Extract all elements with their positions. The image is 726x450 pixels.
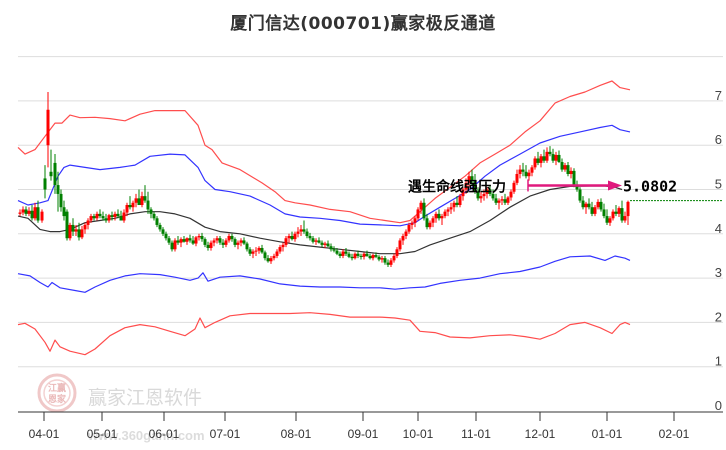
axes: 0 1 2 3 4 5 6 7 04-01 05-01 06-01 07-01 08-01 09-01 10… [18,88,723,441]
y-tick-label: 2 [715,309,722,324]
svg-text:江赢: 江赢 [48,382,66,394]
y-tick-label: 0 [715,398,722,413]
x-tick-label: 08-01 [281,427,312,441]
x-tick-label: 04-01 [29,427,60,441]
x-tick-label: 12-01 [525,427,556,441]
candlesticks [18,92,630,268]
grid-lines [18,56,723,368]
arrow-head-icon [608,180,622,191]
annotation-value: 5.0802 [623,177,677,195]
upper-inner-band-line [17,124,631,227]
annotation-layer: 遇生命线强压力 5.0802 [408,177,723,202]
x-tick-label: 11-01 [461,427,491,441]
y-tick-label: 5 [715,177,722,192]
y-tick-label: 1 [715,354,722,369]
x-tick-label: 07-01 [210,427,241,441]
x-tick-label: 02-01 [659,427,690,441]
watermark-text: 赢家江恩软件 [88,387,202,409]
x-tick-label: 05-01 [87,427,118,441]
x-tick-label: 06-01 [149,427,180,441]
lower-outer-band-line [17,312,631,356]
seal-icon [37,373,77,413]
x-tick-label: 10-01 [403,427,434,441]
x-tick-label: 01-01 [592,427,623,441]
watermark-url: www.360gann.com [87,428,205,443]
x-tick-label: 09-01 [348,427,379,441]
y-tick-label: 4 [715,221,722,236]
y-tick-label: 3 [715,265,722,280]
annotation-label: 遇生命线强压力 [408,178,506,195]
svg-text:恩家: 恩家 [48,393,67,405]
y-tick-label: 7 [715,88,722,103]
chart-title: 厦门信达(000701)赢家极反通道 [230,14,496,34]
y-tick-label: 6 [715,132,722,147]
upper-outer-band-line [17,80,631,224]
lower-inner-band-line [17,255,631,293]
